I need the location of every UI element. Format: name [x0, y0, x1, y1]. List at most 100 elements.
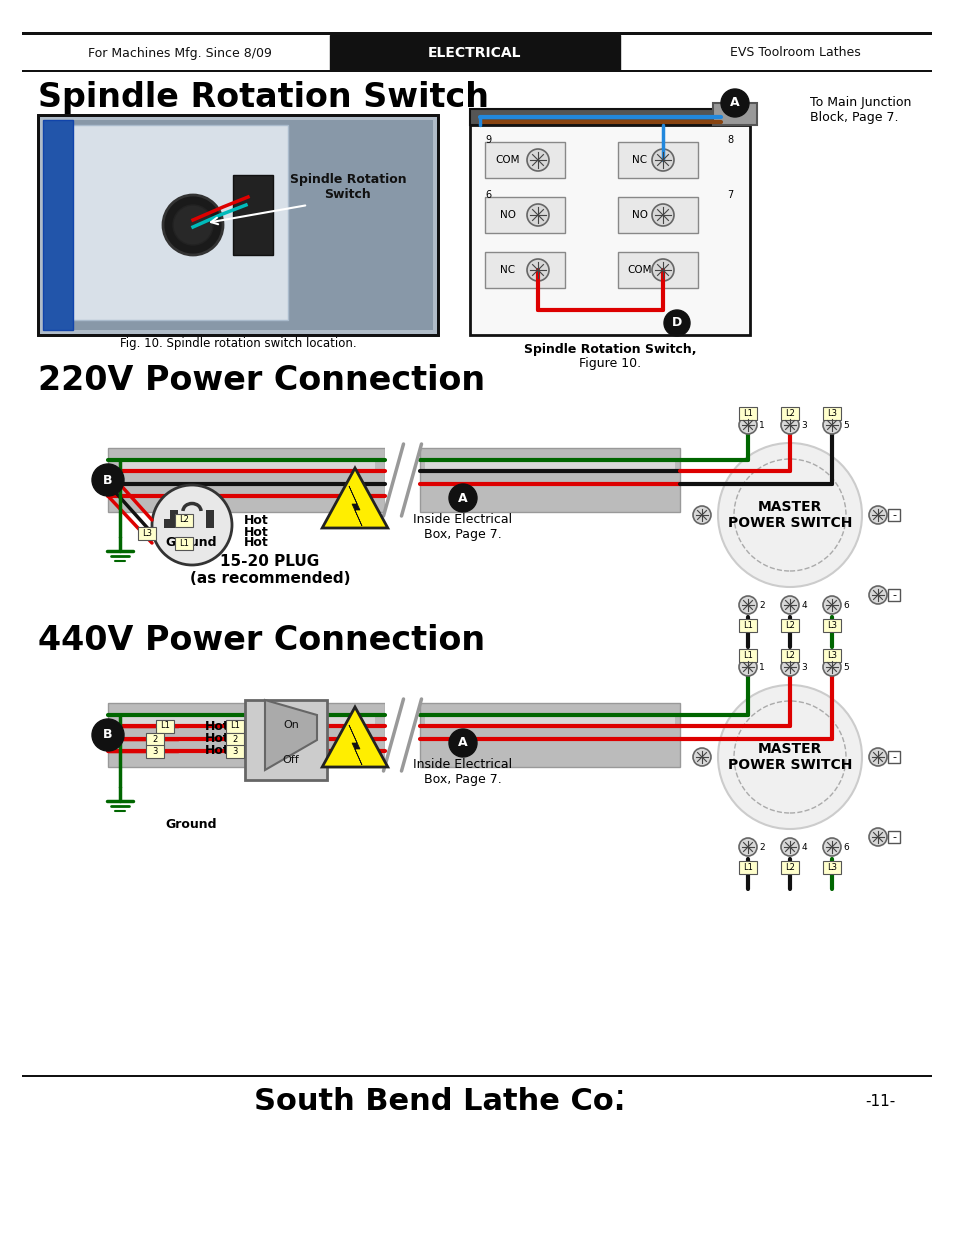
Text: 2: 2: [233, 735, 237, 743]
Text: 6: 6: [842, 842, 848, 851]
Text: L1: L1: [742, 409, 752, 417]
Bar: [739, 861, 757, 873]
Bar: [43, 120, 73, 330]
Text: 15-20 PLUG
(as recommended): 15-20 PLUG (as recommended): [190, 553, 350, 587]
Bar: [174, 536, 193, 550]
Circle shape: [651, 259, 673, 282]
Polygon shape: [349, 487, 361, 526]
Bar: [484, 252, 564, 288]
Text: EVS Toolroom Lathes: EVS Toolroom Lathes: [729, 47, 860, 59]
Text: Hot: Hot: [205, 745, 230, 757]
Bar: [108, 703, 385, 767]
Bar: [419, 703, 679, 767]
Circle shape: [868, 827, 886, 846]
Circle shape: [781, 658, 799, 676]
Circle shape: [651, 149, 673, 170]
Bar: [385, 443, 419, 517]
Bar: [206, 510, 213, 529]
Text: 5: 5: [842, 662, 848, 672]
Bar: [781, 619, 799, 631]
Bar: [822, 619, 841, 631]
Bar: [887, 831, 899, 844]
Text: Hot: Hot: [244, 526, 269, 540]
Text: Figure 10.: Figure 10.: [578, 357, 640, 370]
Bar: [22, 1074, 931, 1077]
Text: South Bend Lathe Co.: South Bend Lathe Co.: [254, 1088, 625, 1116]
Text: B: B: [103, 473, 112, 487]
Circle shape: [718, 685, 862, 829]
Text: L2: L2: [784, 862, 794, 872]
Bar: [618, 142, 698, 178]
Text: 5: 5: [842, 420, 848, 430]
Text: 2: 2: [152, 735, 157, 743]
Text: 8: 8: [726, 135, 732, 144]
Text: 1: 1: [759, 662, 764, 672]
Text: 3: 3: [801, 420, 806, 430]
Bar: [22, 70, 931, 72]
Bar: [484, 142, 564, 178]
Bar: [226, 720, 244, 732]
Bar: [22, 35, 931, 70]
Bar: [484, 198, 564, 233]
Circle shape: [781, 839, 799, 856]
Text: COM: COM: [496, 156, 519, 165]
Polygon shape: [265, 700, 316, 769]
Text: NC: NC: [632, 156, 647, 165]
Text: 1: 1: [759, 420, 764, 430]
Circle shape: [720, 89, 748, 117]
Text: L3: L3: [826, 862, 836, 872]
Bar: [233, 175, 273, 254]
Text: 7: 7: [726, 190, 732, 200]
Bar: [424, 459, 675, 469]
Bar: [781, 648, 799, 662]
Bar: [470, 125, 749, 335]
Text: L1: L1: [742, 862, 752, 872]
Circle shape: [692, 506, 710, 524]
Bar: [120, 714, 375, 724]
Text: On: On: [283, 720, 298, 730]
Circle shape: [449, 729, 476, 757]
Bar: [138, 526, 156, 540]
Circle shape: [739, 416, 757, 433]
Text: Ground: Ground: [165, 819, 216, 831]
Text: Inside Electrical
Box, Page 7.: Inside Electrical Box, Page 7.: [413, 758, 512, 785]
Circle shape: [868, 506, 886, 524]
Text: Inside Electrical
Box, Page 7.: Inside Electrical Box, Page 7.: [413, 513, 512, 541]
Text: L2: L2: [784, 409, 794, 417]
Text: L1: L1: [179, 538, 189, 547]
Circle shape: [526, 204, 548, 226]
Text: ·: ·: [616, 1083, 623, 1103]
Text: 2: 2: [759, 600, 764, 610]
Text: MASTER
POWER SWITCH: MASTER POWER SWITCH: [727, 500, 851, 530]
Circle shape: [152, 485, 232, 564]
Text: L1: L1: [230, 721, 240, 730]
Bar: [822, 406, 841, 420]
Circle shape: [781, 416, 799, 433]
Bar: [419, 448, 679, 513]
Text: -11-: -11-: [864, 1094, 894, 1109]
Text: Spindle Rotation Switch,: Spindle Rotation Switch,: [523, 342, 696, 356]
Circle shape: [822, 416, 841, 433]
Bar: [245, 700, 327, 781]
Bar: [887, 509, 899, 521]
Bar: [108, 703, 385, 767]
Text: A: A: [457, 736, 467, 750]
Text: 2: 2: [759, 842, 764, 851]
Bar: [712, 103, 757, 125]
Bar: [43, 120, 433, 330]
Circle shape: [526, 149, 548, 170]
Text: -: -: [891, 832, 895, 842]
Text: -: -: [891, 752, 895, 762]
Text: Off: Off: [282, 755, 299, 764]
Text: 220V Power Connection: 220V Power Connection: [38, 363, 485, 396]
Text: 6: 6: [842, 600, 848, 610]
Circle shape: [739, 597, 757, 614]
Text: L2: L2: [784, 620, 794, 630]
Text: Ground: Ground: [165, 536, 216, 548]
Bar: [156, 720, 173, 732]
Bar: [419, 448, 679, 513]
Text: 9: 9: [484, 135, 491, 144]
Bar: [470, 109, 714, 125]
Text: -: -: [891, 510, 895, 520]
Circle shape: [91, 464, 124, 496]
